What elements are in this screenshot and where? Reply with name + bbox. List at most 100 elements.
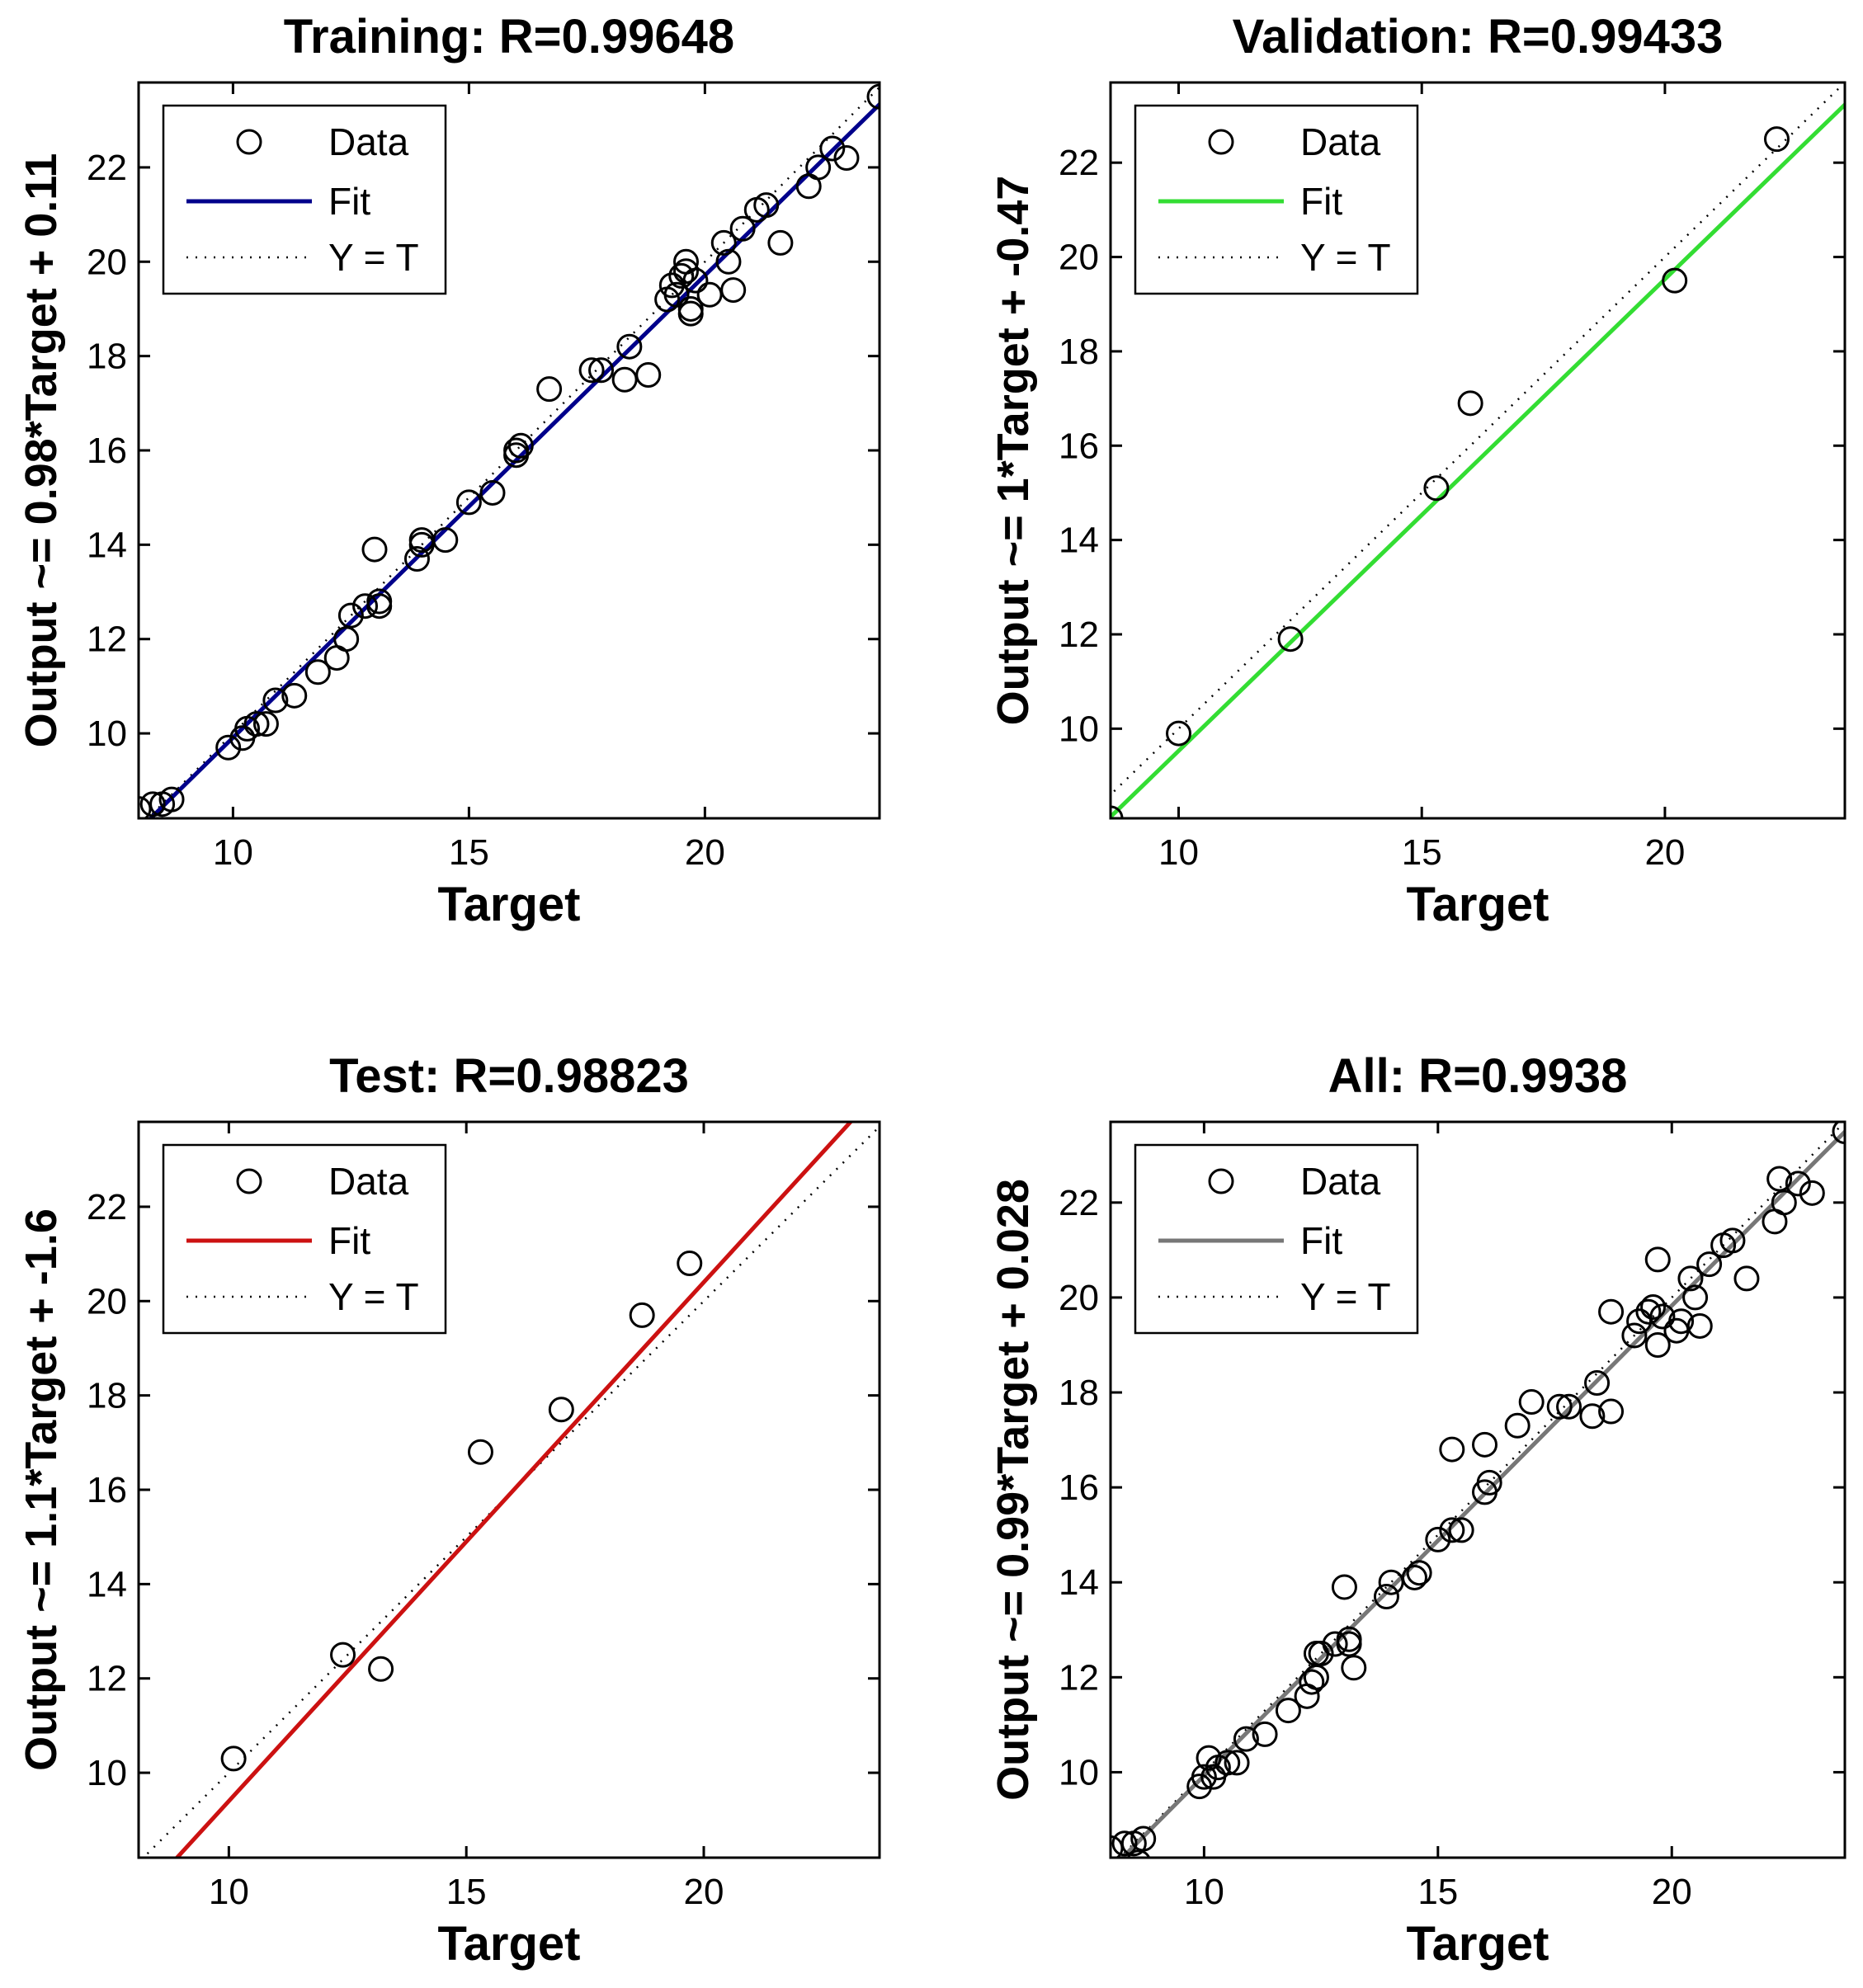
legend-data-symbol	[236, 1168, 262, 1194]
y-tick-label: 18	[1059, 332, 1099, 372]
x-tick-label: 10	[209, 1872, 249, 1912]
data-point	[330, 1642, 356, 1668]
legend-label: Y = T	[1300, 236, 1391, 279]
legend: Data Fit Y = T	[162, 1143, 447, 1335]
data-point	[819, 135, 846, 162]
legend-label: Data	[1300, 120, 1381, 163]
data-point	[1640, 1293, 1667, 1320]
data-point	[243, 711, 270, 737]
data-point	[1336, 1626, 1362, 1652]
fit-line	[174, 1122, 854, 1858]
chart-title: Test: R=0.98823	[329, 1049, 689, 1103]
y-tick-label: 12	[1059, 615, 1099, 655]
y-tick-label: 22	[1059, 1183, 1099, 1223]
y-axis-label: Output ~= 1.1*Target + -1.6	[17, 1208, 66, 1771]
data-point	[1277, 626, 1304, 652]
data-point	[1799, 1180, 1825, 1206]
data-point	[1126, 1849, 1151, 1858]
data-point	[220, 1745, 247, 1772]
y-tick-label: 16	[87, 1470, 127, 1510]
data-point	[1832, 1122, 1845, 1145]
legend-label: Fit	[1300, 1219, 1342, 1262]
identity-line	[1118, 1122, 1845, 1858]
chart-title: All: R=0.9938	[1328, 1049, 1628, 1103]
data-point	[767, 229, 794, 256]
data-point	[710, 229, 737, 256]
data-point	[1401, 1564, 1427, 1590]
data-point	[1166, 720, 1192, 747]
x-axis-label: Target	[438, 1917, 581, 1971]
x-tick-label: 15	[446, 1872, 487, 1912]
y-tick-label: 12	[87, 619, 127, 660]
data-point	[578, 357, 605, 384]
data-point	[304, 659, 331, 685]
data-point	[1733, 1265, 1760, 1292]
data-point	[588, 357, 615, 384]
regression-panel-1: 10 15 20 10 12 14 16 18 20 22 Training: R=0.99648 T…	[17, 10, 881, 931]
legend: Data Fit Y = T	[1134, 1143, 1419, 1335]
data-point	[507, 432, 534, 459]
data-point	[1598, 1398, 1625, 1425]
data-point	[668, 262, 695, 289]
data-point	[677, 300, 704, 327]
y-tick-label: 16	[1059, 1467, 1099, 1508]
data-point	[1677, 1265, 1704, 1292]
data-point	[1504, 1412, 1530, 1439]
y-tick-label: 14	[1059, 521, 1099, 561]
data-point	[866, 83, 880, 110]
x-tick-label: 15	[449, 832, 489, 873]
data-point	[677, 1251, 703, 1277]
data-point	[455, 489, 482, 516]
data-point	[1662, 267, 1688, 294]
data-point	[1584, 1370, 1611, 1397]
data-point	[337, 602, 364, 629]
data-point	[252, 711, 279, 737]
y-tick-label: 22	[1059, 143, 1099, 183]
data-point	[139, 791, 166, 817]
legend-label: Y = T	[1300, 1275, 1391, 1318]
y-tick-label: 10	[87, 714, 127, 754]
data-point	[1130, 1825, 1157, 1852]
legend-label: Data	[328, 1160, 409, 1203]
data-point	[1763, 126, 1790, 153]
data-point	[715, 248, 742, 275]
data-point	[1696, 1251, 1723, 1278]
data-point	[368, 1656, 394, 1682]
x-tick-label: 15	[1402, 832, 1442, 873]
y-tick-label: 18	[1059, 1373, 1099, 1413]
x-tick-label: 20	[1652, 1872, 1692, 1912]
data-point	[611, 366, 638, 393]
legend-data-symbol	[236, 129, 262, 155]
data-point	[1771, 1190, 1797, 1216]
legend-label: Data	[328, 120, 409, 163]
y-tick-label: 18	[87, 1376, 127, 1416]
data-point	[1766, 1166, 1793, 1192]
x-tick-label: 20	[685, 832, 725, 873]
data-point	[1621, 1322, 1648, 1349]
y-tick-label: 20	[1059, 1278, 1099, 1318]
data-point	[262, 687, 289, 714]
legend-label: Y = T	[328, 236, 419, 279]
data-point	[366, 588, 393, 615]
legend-label: Fit	[328, 180, 370, 223]
data-point	[1308, 1641, 1334, 1667]
data-point	[1439, 1436, 1465, 1463]
data-point	[352, 593, 379, 619]
x-axis-label: Target	[1407, 1917, 1549, 1971]
data-point	[1546, 1393, 1573, 1420]
data-point	[1579, 1403, 1606, 1430]
data-point	[696, 281, 723, 308]
legend-data-symbol	[1208, 129, 1234, 155]
data-point	[1275, 1698, 1301, 1724]
data-point	[1668, 1308, 1695, 1335]
data-point	[805, 154, 832, 181]
x-tick-label: 20	[684, 1872, 724, 1912]
data-point	[1448, 1517, 1474, 1543]
data-point	[1373, 1583, 1399, 1609]
chart-title: Validation: R=0.99433	[1233, 10, 1724, 64]
data-point	[629, 1302, 655, 1328]
y-tick-label: 10	[1059, 709, 1099, 749]
data-point	[1686, 1312, 1713, 1339]
legend-label: Fit	[1300, 180, 1342, 223]
